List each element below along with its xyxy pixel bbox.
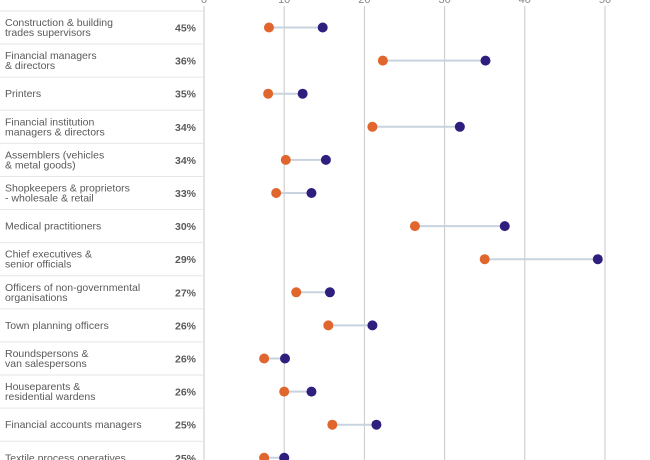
orange-dot (479, 254, 490, 265)
chart-row: Construction & building trades supervisor… (0, 10, 328, 45)
orange-dot (377, 55, 388, 66)
orange-dot (259, 452, 270, 460)
percentage-label: 29% (175, 254, 197, 266)
x-tick-label: 0 (201, 0, 207, 6)
x-tick-label: 40 (519, 0, 531, 6)
occupation-label: Assemblers (vehicles & metal goods) (5, 149, 104, 171)
percentage-label: 25% (175, 453, 197, 460)
percentage-label: 26% (175, 320, 197, 332)
percentage-label: 45% (175, 23, 197, 35)
orange-dot (263, 88, 274, 99)
navy-dot (371, 419, 382, 430)
percentage-label: 34% (175, 122, 197, 134)
navy-dot (317, 22, 328, 33)
chart-row: Shopkeepers & proprietors - wholesale & r… (0, 183, 317, 211)
chart-row: Assemblers (vehicles & metal goods) 34% (0, 149, 331, 177)
navy-dot (297, 88, 308, 99)
chart-row: Printers 35% (0, 88, 308, 111)
orange-dot (291, 287, 302, 298)
navy-dot (306, 386, 317, 397)
occupation-label: Chief executives & senior officials (5, 249, 92, 271)
occupation-label: Houseparents & residential wardens (5, 381, 95, 403)
occupation-label: Construction & building trades supervisor… (5, 17, 113, 39)
navy-dot (279, 452, 290, 460)
occupation-label: Financial institution managers & director… (5, 116, 105, 138)
percentage-label: 30% (175, 221, 197, 233)
navy-dot (367, 320, 378, 331)
chart-row: Houseparents & residential wardens 26% (0, 381, 317, 409)
occupation-label: Printers (5, 88, 41, 100)
occupation-label: Shopkeepers & proprietors - wholesale & r… (5, 183, 130, 205)
x-tick-label: 20 (358, 0, 370, 6)
percentage-label: 35% (175, 89, 197, 101)
chart-row: Roundspersons & van salespersons 26% (0, 348, 291, 376)
orange-dot (271, 188, 282, 198)
chart-row: Medical practitioners 30% (0, 221, 510, 244)
chart-row: Chief executives & senior officials 29% (0, 249, 603, 277)
orange-dot (323, 320, 334, 331)
chart-row: Officers of non-governmental organisation… (0, 282, 335, 310)
occupation-label: Roundspersons & van salespersons (5, 348, 88, 370)
chart-row: Financial accounts managers 25% (0, 419, 382, 442)
navy-dot (306, 188, 317, 198)
orange-dot (263, 22, 274, 33)
orange-dot (279, 386, 290, 397)
percentage-label: 27% (175, 287, 197, 299)
percentage-label: 26% (175, 387, 197, 399)
percentage-label: 34% (175, 155, 197, 167)
navy-dot (480, 55, 491, 66)
chart-row: Textile process operatives 25% (5, 452, 290, 460)
orange-dot (259, 353, 270, 364)
occupation-label: Officers of non-governmental organisation… (5, 282, 140, 304)
navy-dot (280, 353, 291, 364)
occupation-label: Financial managers & directors (5, 50, 97, 72)
rows-layer: Construction & building trades supervisor… (0, 10, 603, 460)
percentage-label: 33% (175, 188, 197, 200)
chart-row: Town planning officers 26% (0, 320, 378, 343)
percentage-label: 26% (175, 354, 197, 366)
orange-dot (367, 121, 378, 132)
orange-dot (409, 221, 420, 232)
percentage-label: 25% (175, 420, 197, 432)
occupation-label: Textile process operatives (5, 452, 126, 460)
orange-dot (327, 419, 338, 430)
orange-dot (280, 154, 291, 165)
x-tick-label: 10 (278, 0, 290, 6)
navy-dot (320, 154, 331, 165)
navy-dot (499, 221, 510, 232)
navy-dot (592, 254, 603, 265)
x-tick-label: 30 (438, 0, 450, 6)
occupation-label: Medical practitioners (5, 221, 101, 233)
occupation-label: Financial accounts managers (5, 419, 142, 431)
navy-dot (454, 121, 465, 132)
navy-dot (324, 287, 335, 298)
occupation-label: Town planning officers (5, 320, 109, 332)
chart-row: Financial managers & directors 36% (0, 50, 491, 78)
percentage-label: 36% (175, 56, 197, 68)
x-axis: 0 10 20 30 40 50 (201, 0, 611, 6)
chart-row: Financial institution managers & director… (0, 116, 465, 144)
grid-layer (203, 6, 606, 460)
x-tick-label: 50 (599, 0, 611, 6)
